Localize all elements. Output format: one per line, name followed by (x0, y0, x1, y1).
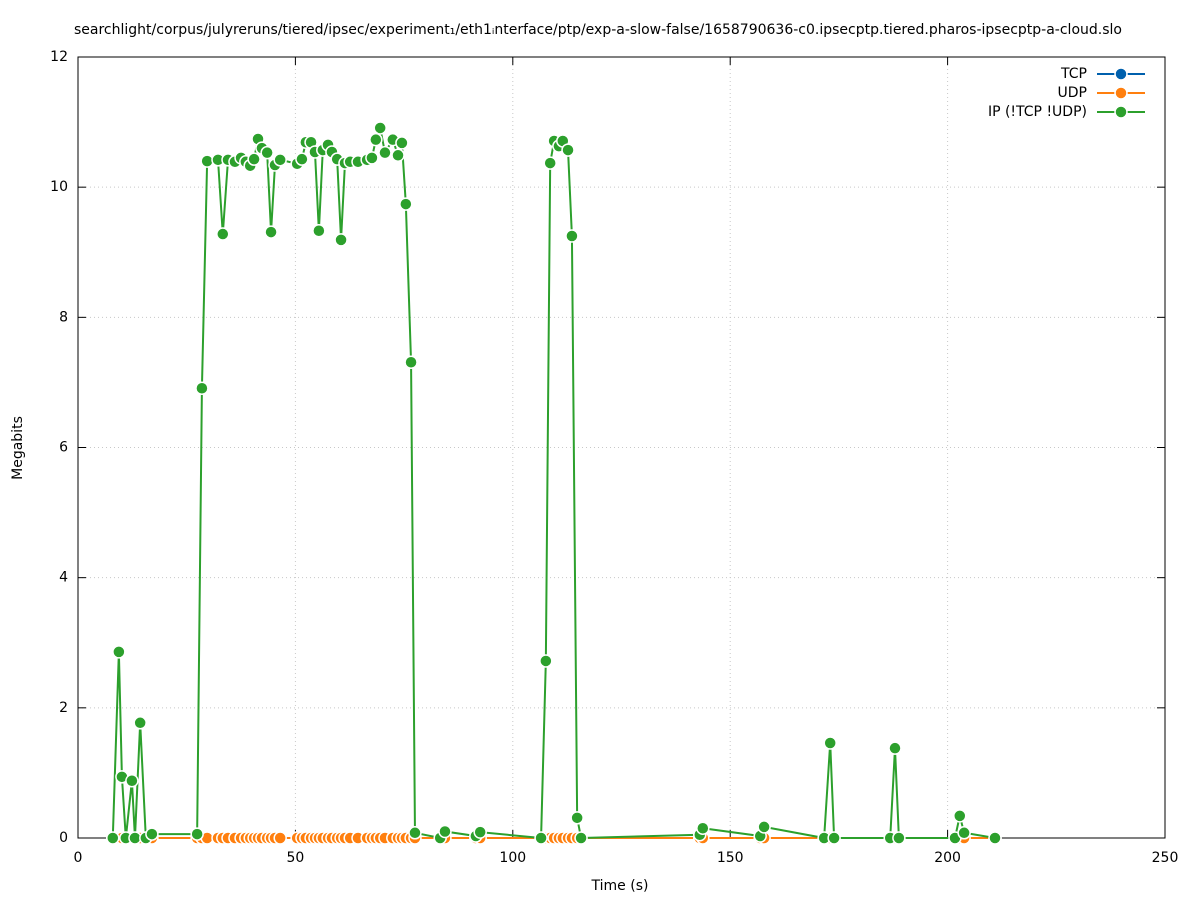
data-point (404, 355, 418, 369)
data-point (408, 826, 422, 840)
data-point (378, 145, 392, 160)
x-axis-label: Time (s) (591, 878, 649, 894)
data-point (190, 827, 204, 841)
x-tick-label: 0 (74, 850, 83, 866)
data-point (574, 831, 588, 845)
y-tick-label: 10 (50, 179, 68, 195)
x-tick-label: 100 (499, 850, 526, 866)
y-tick-label: 12 (50, 49, 68, 65)
data-point (112, 645, 126, 659)
series-line (111, 124, 996, 840)
data-point (438, 824, 452, 839)
data-point (145, 827, 159, 841)
y-tick-label: 0 (59, 830, 68, 846)
legend-marker (1114, 86, 1128, 100)
plot-border (77, 56, 1166, 839)
y-tick-label: 8 (59, 309, 68, 325)
data-point (195, 381, 209, 396)
data-point (312, 224, 326, 238)
data-point (369, 132, 383, 147)
data-point (106, 831, 120, 845)
data-point (757, 820, 771, 834)
legend-label: UDP (1058, 85, 1087, 101)
data-point (391, 148, 405, 163)
data-point (539, 654, 553, 668)
data-point (823, 736, 837, 750)
data-point (565, 229, 579, 243)
data-point (273, 153, 287, 167)
legend-marker (1114, 105, 1128, 119)
data-point (888, 741, 902, 755)
data-point (395, 136, 409, 150)
data-point (561, 143, 575, 157)
data-point (827, 831, 841, 845)
legend-label: IP (!TCP !UDP) (988, 104, 1087, 120)
data-point (133, 716, 147, 730)
y-tick-label: 6 (59, 440, 68, 456)
y-tick-label: 4 (59, 570, 68, 586)
data-point (570, 811, 584, 825)
data-point (696, 821, 710, 835)
legend-marker (1114, 67, 1128, 81)
data-point (125, 773, 139, 788)
data-point (334, 233, 348, 247)
data-point (957, 826, 971, 840)
data-point (247, 152, 261, 166)
chart-title: searchlight/corpus/julyreruns/tiered/ips… (74, 22, 1122, 38)
x-tick-label: 250 (1152, 850, 1179, 866)
data-point (373, 121, 387, 135)
x-tick-label: 150 (717, 850, 744, 866)
data-point (200, 154, 214, 168)
data-point (988, 831, 1002, 845)
data-point (264, 225, 278, 239)
legend-label: TCP (1060, 66, 1087, 82)
data-point (295, 152, 309, 166)
y-axis-label: Megabits (10, 416, 26, 480)
x-tick-label: 50 (286, 850, 304, 866)
data-point (260, 145, 274, 160)
data-point (399, 197, 413, 211)
x-tick-label: 200 (934, 850, 961, 866)
data-point (953, 809, 967, 823)
data-point (473, 825, 487, 839)
data-point (543, 156, 557, 170)
data-point (273, 831, 287, 845)
data-point (534, 831, 548, 845)
data-point (216, 227, 230, 241)
data-point (365, 151, 379, 165)
data-point (892, 831, 906, 845)
y-tick-label: 2 (59, 700, 68, 716)
